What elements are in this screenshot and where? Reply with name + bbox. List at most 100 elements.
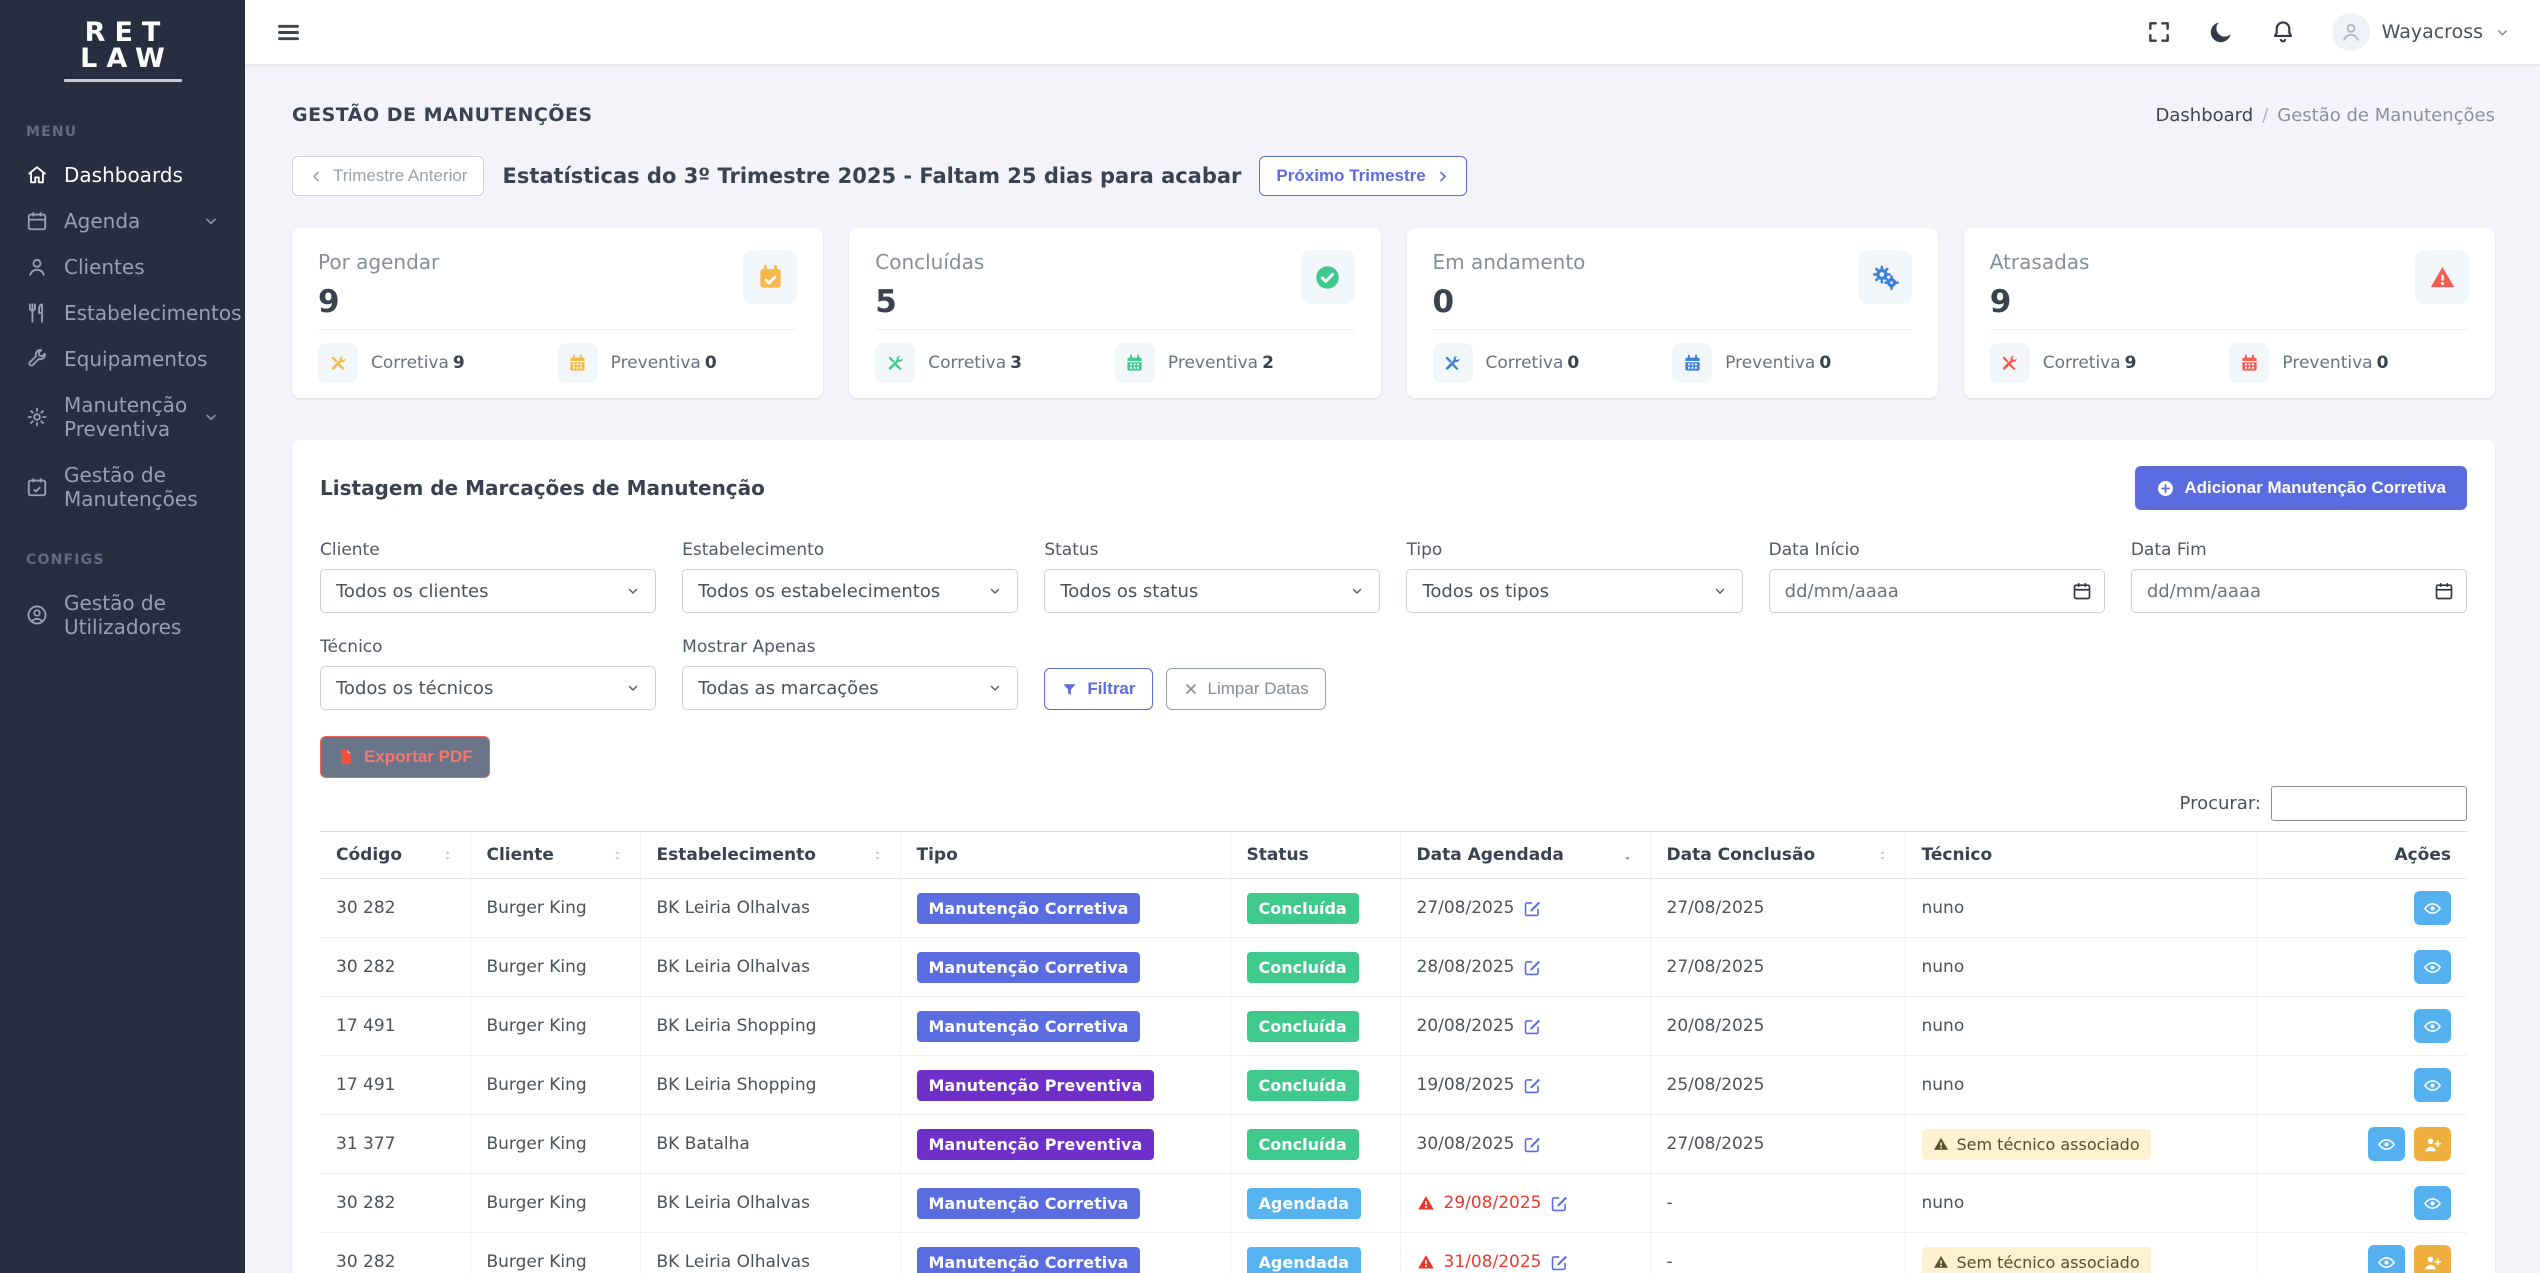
sort-icon <box>611 849 624 862</box>
view-button[interactable] <box>2368 1127 2405 1161</box>
edit-date-icon[interactable] <box>1550 1253 1569 1272</box>
estabelecimento-select[interactable]: Todos os estabelecimentos <box>682 569 1019 613</box>
assign-technician-button[interactable] <box>2414 1127 2451 1161</box>
stat-label: Concluídas <box>875 250 985 274</box>
edit-date-icon[interactable] <box>1550 1194 1569 1213</box>
view-button[interactable] <box>2368 1245 2405 1273</box>
status-badge: Concluída <box>1246 1010 1359 1042</box>
mostrar-apenas-select[interactable]: Todas as marcações <box>682 666 1019 710</box>
data-fim-input[interactable] <box>2130 569 2467 613</box>
status-badge: Agendada <box>1246 1187 1362 1219</box>
cell-tecnico: nuno <box>1904 996 2257 1056</box>
exportar-pdf-button[interactable]: Exportar PDF <box>320 736 490 778</box>
add-corrective-maintenance-button[interactable]: Adicionar Manutenção Corretiva <box>2135 466 2467 510</box>
table-row: 30 282 Burger King BK Leiria Olhalvas Ma… <box>320 1232 2467 1273</box>
sidebar-item-clientes[interactable]: Clientes <box>0 244 245 290</box>
filter-estabelecimento: Estabelecimento Todos os estabelecimento… <box>682 540 1019 613</box>
cell-codigo: 30 282 <box>320 1173 470 1233</box>
hamburger-menu-button[interactable] <box>275 19 302 46</box>
data-inicio-input[interactable] <box>1768 569 2105 613</box>
sidebar-item-estabelecimentos[interactable]: Estabelecimentos <box>0 290 245 336</box>
scheduled-date: 27/08/2025 <box>1416 898 1515 918</box>
search-input[interactable] <box>2271 786 2467 821</box>
eye-icon <box>2423 958 2442 977</box>
cell-estabelecimento: BK Leiria Shopping <box>639 996 900 1056</box>
edit-date-icon[interactable] <box>1523 1135 1542 1154</box>
cliente-select[interactable]: Todos os clientes <box>320 569 657 613</box>
fullscreen-button[interactable] <box>2146 19 2172 45</box>
calendar-icon <box>2240 354 2259 373</box>
next-quarter-button[interactable]: Próximo Trimestre <box>1259 156 1467 196</box>
edit-date-icon[interactable] <box>1523 899 1542 918</box>
column-header-estabelecimento[interactable]: Estabelecimento <box>639 831 900 879</box>
type-badge: Manutenção Corretiva <box>916 1187 1141 1219</box>
sort-descending-icon <box>1621 849 1634 862</box>
dark-mode-toggle[interactable] <box>2208 19 2234 45</box>
cell-codigo: 30 282 <box>320 878 470 938</box>
column-header-codigo[interactable]: Código <box>320 831 470 879</box>
stat-value: 9 <box>318 284 340 320</box>
sidebar-item-gestao-manutencoes[interactable]: Gestão de Manutenções <box>0 452 245 522</box>
logo-text-bottom: LAW <box>80 43 174 74</box>
eye-icon <box>2423 1194 2442 1213</box>
column-header-data-conclusao[interactable]: Data Conclusão <box>1649 831 1905 879</box>
stat-card-em-andamento: Em andamento 0 Corretiva 0 Preventiva 0 <box>1406 228 1938 398</box>
sidebar-item-dashboards[interactable]: Dashboards <box>0 152 245 198</box>
filtrar-button[interactable]: Filtrar <box>1044 668 1153 710</box>
view-button[interactable] <box>2414 950 2451 984</box>
app-logo[interactable]: RET LAW <box>0 0 245 94</box>
column-header-cliente[interactable]: Cliente <box>469 831 640 879</box>
cell-estabelecimento: BK Leiria Olhalvas <box>639 878 900 938</box>
table-row: 30 282 Burger King BK Leiria Olhalvas Ma… <box>320 1173 2467 1233</box>
limpar-datas-button[interactable]: Limpar Datas <box>1165 668 1326 710</box>
scheduled-date: 28/08/2025 <box>1416 957 1515 977</box>
sidebar-item-agenda[interactable]: Agenda <box>0 198 245 244</box>
view-button[interactable] <box>2414 1009 2451 1043</box>
user-menu[interactable]: Wayacross <box>2331 13 2510 51</box>
no-technician-badge: Sem técnico associado <box>1921 1128 2151 1160</box>
sidebar-item-label: Manutenção Preventiva <box>64 393 188 441</box>
breadcrumb-dashboard-link[interactable]: Dashboard <box>2155 104 2254 126</box>
cell-conclusao: 25/08/2025 <box>1649 1055 1905 1115</box>
sidebar-item-label: Dashboards <box>64 163 183 187</box>
calendar-check-icon <box>757 264 784 291</box>
cell-codigo: 31 377 <box>320 1114 470 1174</box>
search-label: Procurar: <box>2179 793 2261 814</box>
column-header-data-agendada[interactable]: Data Agendada <box>1399 831 1650 879</box>
scheduled-date: 20/08/2025 <box>1416 1016 1515 1036</box>
sidebar-item-equipamentos[interactable]: Equipamentos <box>0 336 245 382</box>
view-button[interactable] <box>2414 1068 2451 1102</box>
tipo-select[interactable]: Todos os tipos <box>1406 569 1743 613</box>
cell-estabelecimento: BK Leiria Shopping <box>639 1055 900 1115</box>
table-row: 30 282 Burger King BK Leiria Olhalvas Ma… <box>320 937 2467 997</box>
sort-icon <box>1876 849 1889 862</box>
calendar-icon <box>26 210 48 232</box>
table-row: 17 491 Burger King BK Leiria Shopping Ma… <box>320 1055 2467 1115</box>
check-circle-icon <box>1314 264 1341 291</box>
sort-icon <box>441 849 454 862</box>
chevron-right-icon <box>1435 169 1450 184</box>
edit-date-icon[interactable] <box>1523 958 1542 977</box>
assign-technician-button[interactable] <box>2414 1245 2451 1273</box>
maintenance-table: Código Cliente Estabelecimento Tipo Stat… <box>320 831 2467 1273</box>
type-badge: Manutenção Corretiva <box>916 1010 1141 1042</box>
filter-data-fim: Data Fim <box>2130 540 2467 613</box>
view-button[interactable] <box>2414 891 2451 925</box>
chevron-down-icon <box>988 681 1002 695</box>
status-select[interactable]: Todos os status <box>1044 569 1381 613</box>
sidebar-item-manutencao-preventiva[interactable]: Manutenção Preventiva <box>0 382 245 452</box>
cell-cliente: Burger King <box>469 1055 640 1115</box>
notifications-button[interactable] <box>2270 19 2296 45</box>
column-header-status: Status <box>1229 831 1400 879</box>
eye-icon <box>2377 1135 2396 1154</box>
sidebar-item-gestao-utilizadores[interactable]: Gestão de Utilizadores <box>0 580 245 650</box>
edit-date-icon[interactable] <box>1523 1076 1542 1095</box>
view-button[interactable] <box>2414 1186 2451 1220</box>
tecnico-select[interactable]: Todos os técnicos <box>320 666 657 710</box>
chevron-down-icon <box>626 584 640 598</box>
column-header-tecnico: Técnico <box>1904 831 2257 879</box>
edit-date-icon[interactable] <box>1523 1017 1542 1036</box>
column-header-tipo: Tipo <box>899 831 1230 879</box>
previous-quarter-button[interactable]: Trimestre Anterior <box>292 156 485 196</box>
cell-codigo: 17 491 <box>320 1055 470 1115</box>
